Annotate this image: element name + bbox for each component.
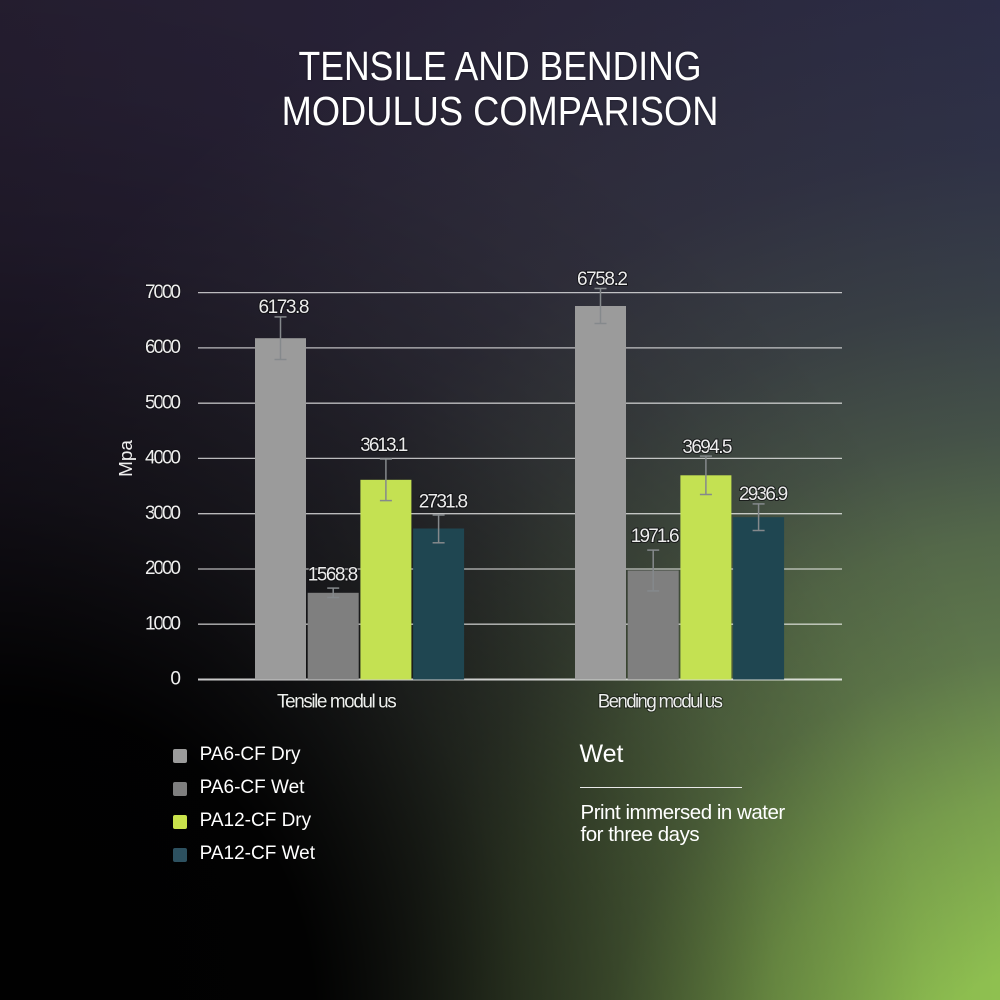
svg-text:7000: 7000	[145, 282, 181, 303]
svg-text:6758.2: 6758.2	[577, 269, 628, 290]
svg-text:1568.8: 1568.8	[308, 564, 358, 585]
svg-text:3613.1: 3613.1	[360, 435, 408, 456]
svg-text:2731.8: 2731.8	[419, 491, 468, 512]
svg-text:0: 0	[170, 669, 181, 690]
svg-text:Mpa: Mpa	[116, 439, 136, 477]
svg-text:3694.5: 3694.5	[682, 437, 732, 458]
svg-text:Tensile modul us: Tensile modul us	[277, 692, 397, 713]
svg-text:2000: 2000	[145, 558, 181, 579]
svg-text:3000: 3000	[145, 503, 181, 524]
svg-text:6173.8: 6173.8	[259, 297, 310, 318]
svg-text:Bending modul us: Bending modul us	[598, 692, 723, 713]
svg-text:2936.9: 2936.9	[739, 484, 788, 505]
svg-text:6000: 6000	[145, 337, 181, 358]
svg-text:1971.6: 1971.6	[631, 526, 680, 547]
svg-text:4000: 4000	[145, 448, 181, 469]
svg-text:1000: 1000	[145, 613, 181, 634]
svg-text:5000: 5000	[145, 392, 181, 413]
